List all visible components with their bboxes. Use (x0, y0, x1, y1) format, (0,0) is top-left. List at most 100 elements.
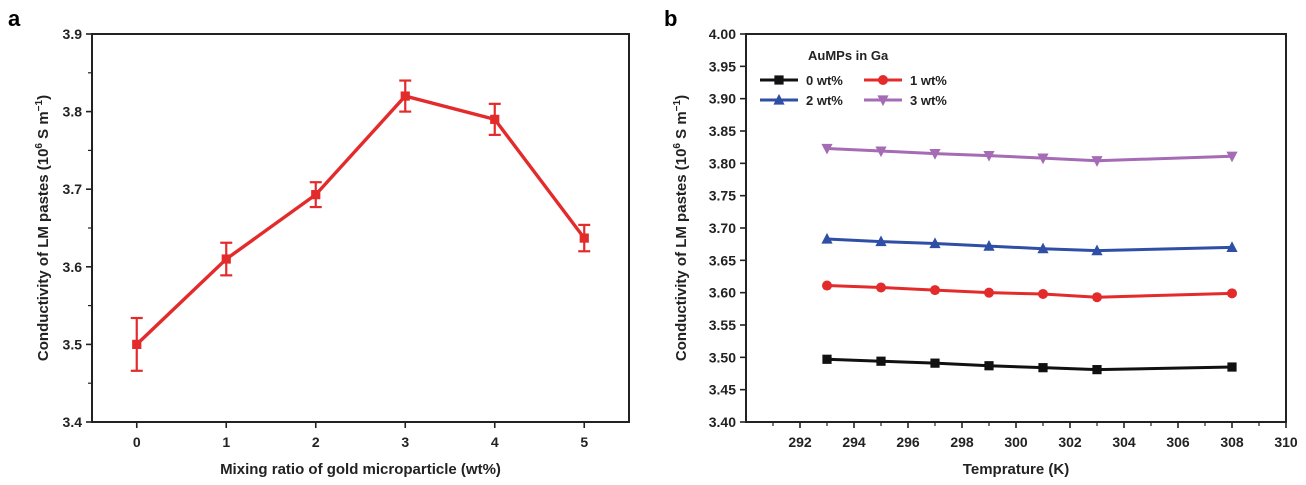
x-tick-label: 296 (896, 434, 920, 450)
legend-swatch-marker (878, 75, 888, 85)
data-point (822, 354, 832, 364)
x-tick-label: 1 (222, 434, 230, 450)
data-point (311, 190, 321, 200)
x-tick-label: 4 (491, 434, 499, 450)
series-line (826, 237, 1233, 253)
x-tick-label: 306 (1166, 434, 1190, 450)
y-tick-label: 3.85 (709, 123, 736, 139)
series-2 (821, 232, 1238, 256)
legend-title: AuMPs in Ga (808, 48, 889, 63)
x-axis-label: Temprature (K) (963, 461, 1069, 478)
data-point (1037, 153, 1049, 165)
y-tick-label: 4.00 (709, 26, 736, 42)
x-tick-label: 300 (1004, 434, 1028, 450)
data-point (1038, 363, 1048, 373)
x-tick-label: 3 (401, 434, 409, 450)
x-axis-label: Mixing ratio of gold microparticle (wt%) (220, 461, 501, 478)
data-point (875, 235, 887, 247)
y-tick-label: 3.65 (709, 252, 736, 268)
data-point (1091, 244, 1103, 256)
y-tick-label: 3.95 (709, 58, 736, 74)
y-tick-label: 3.75 (709, 188, 736, 204)
data-point (929, 237, 941, 249)
y-tick-label: 3.55 (709, 317, 736, 333)
legend-swatch-marker (774, 75, 784, 85)
data-point (930, 358, 940, 368)
legend-item: 0 wt% (760, 73, 843, 88)
legend-item: 2 wt% (760, 93, 843, 108)
legend-item: 1 wt% (864, 73, 947, 88)
legend-label: 2 wt% (806, 93, 843, 108)
data-point (822, 280, 832, 291)
series-line (826, 357, 1233, 372)
series-line (826, 284, 1233, 299)
y-axis-label: Conductivity of LM pastes (106 S m−1) (672, 95, 690, 361)
series-line (826, 146, 1233, 163)
y-tick-label: 3.45 (709, 382, 736, 398)
data-point (821, 232, 833, 244)
legend-label: 1 wt% (910, 73, 947, 88)
x-tick-label: 292 (788, 434, 812, 450)
y-tick-label: 3.70 (709, 220, 736, 236)
chart-panel-a: a 0 1 2 3 4 5 3.4 3.5 3.6 3.7 3.8 3.9 Mixing ratio of… (8, 6, 630, 478)
y-tick-label: 3.7 (63, 181, 83, 197)
y-tick-label: 3.50 (709, 349, 736, 365)
data-point (983, 150, 995, 162)
y-tick-label: 3.80 (709, 155, 736, 171)
x-tick-label: 5 (580, 434, 588, 450)
x-tick-label: 308 (1220, 434, 1244, 450)
x-tick-label: 2 (312, 434, 320, 450)
data-point (490, 114, 500, 124)
data-point (984, 361, 994, 371)
data-point (875, 146, 887, 158)
y-tick-label: 3.60 (709, 285, 736, 301)
x-tick-label: 310 (1274, 434, 1298, 450)
data-point (1037, 242, 1049, 254)
x-tick-label: 304 (1112, 434, 1136, 450)
data-point (929, 149, 941, 160)
y-tick-label: 3.5 (63, 336, 83, 352)
y-tick-label: 3.9 (63, 26, 83, 42)
legend-swatch-marker (877, 95, 889, 107)
series-0 (822, 354, 1237, 375)
y-tick-label: 3.6 (63, 259, 83, 275)
legend: AuMPs in Ga 0 wt% 1 wt% 2 wt% 3 wt% (760, 48, 947, 108)
x-tick-label: 302 (1058, 434, 1082, 450)
data-point (132, 339, 142, 349)
y-axis-label: Conductivity of LM pastes (106 S m−1) (34, 95, 52, 361)
data-point (1091, 156, 1103, 167)
y-tick-label: 3.8 (63, 104, 83, 120)
data-point (984, 287, 994, 298)
data-point (876, 282, 886, 293)
legend-label: 0 wt% (806, 73, 843, 88)
data-point (1092, 365, 1102, 375)
plot-frame (91, 33, 630, 423)
data-point (221, 254, 231, 264)
series-line (135, 94, 586, 346)
y-tick-label: 3.4 (63, 414, 83, 430)
x-tick-label: 298 (950, 434, 974, 450)
data-point (579, 233, 589, 243)
series-0 (130, 79, 591, 372)
data-point (1226, 151, 1238, 163)
data-point (930, 285, 940, 296)
data-point (1038, 288, 1048, 299)
panel-label: b (664, 6, 677, 31)
data-point (1227, 288, 1237, 299)
series-3 (821, 143, 1238, 167)
x-tick-label: 0 (133, 434, 141, 450)
chart-panel-b: b 292 294 296 298 300 302 304 306 308 310 3.40 3.45 3… (664, 6, 1298, 478)
data-point (983, 240, 995, 251)
data-point (1227, 362, 1237, 372)
x-tick-label: 294 (842, 434, 866, 450)
data-point (1092, 292, 1102, 303)
data-point (400, 91, 410, 101)
data-point (876, 356, 886, 366)
legend-label: 3 wt% (910, 93, 947, 108)
data-point (821, 143, 833, 155)
series-1 (822, 280, 1237, 303)
data-point (1226, 241, 1238, 252)
y-tick-label: 3.90 (709, 91, 736, 107)
panel-label: a (8, 6, 21, 31)
